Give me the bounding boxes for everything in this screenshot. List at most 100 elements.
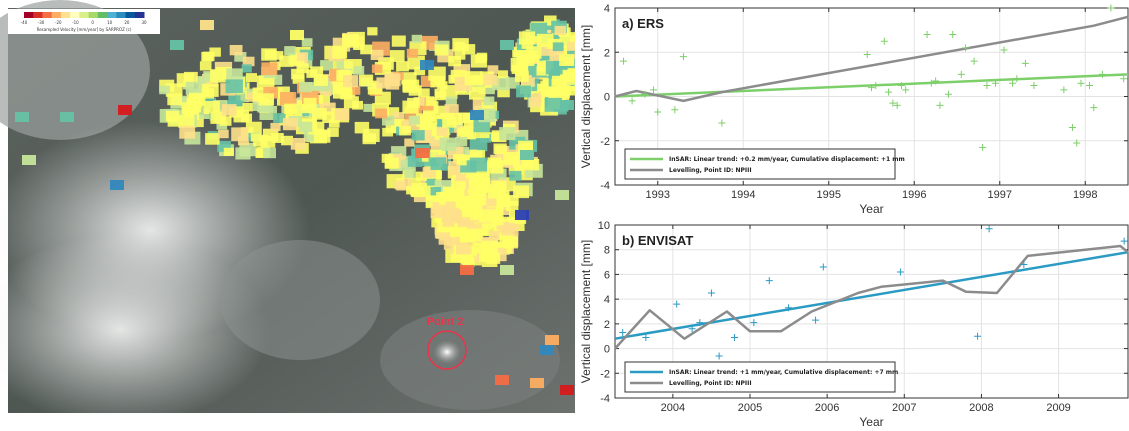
y-tick-label: -2: [600, 136, 610, 148]
insar-measurement-point: [620, 57, 628, 65]
insar-measurement-point: [979, 143, 987, 151]
colorbar-tick-label: 10: [107, 20, 113, 25]
insar-measurement-point: [868, 84, 875, 92]
legend-entry: InSAR: Linear trend: +0.2 mm/year, Cumul…: [669, 156, 905, 163]
y-tick-label: 4: [604, 3, 610, 15]
insar-measurement-point: [889, 99, 897, 107]
insar-measurement-point: [785, 304, 793, 312]
insar-measurement-point: [936, 101, 944, 109]
y-axis-label: Vertical displacement [mm]: [579, 240, 593, 383]
x-axis-label: Year: [859, 202, 883, 216]
insar-measurement-point: [1021, 59, 1029, 67]
colorbar: -40 -30 -20 -10 0 10 20 30 Resampled Velocity […: [8, 9, 160, 34]
insar-measurement-point: [1009, 79, 1017, 87]
insar-measurement-point: [1077, 79, 1085, 87]
insar-measurement-point: [974, 332, 982, 340]
point-2-label: Point 2: [427, 316, 464, 328]
insar-measurement-point: [1086, 81, 1094, 89]
insar-measurement-point: [619, 329, 627, 337]
insar-measurement-point: [715, 352, 723, 360]
insar-measurement-point: [1120, 237, 1128, 245]
insar-measurement-point: [1120, 75, 1128, 83]
insar-measurement-point: [1107, 4, 1115, 12]
insar-measurement-point: [696, 319, 704, 327]
insar-measurement-point: [970, 57, 978, 65]
colorbar-tick-label: -40: [21, 20, 28, 25]
insar-measurement-point: [812, 316, 820, 324]
colorbar-tick-label: -30: [38, 20, 45, 25]
colorbar-tick-label: 20: [124, 20, 130, 25]
x-tick-label: 1996: [902, 189, 926, 201]
x-tick-label: 1997: [988, 189, 1012, 201]
insar-measurement-point: [718, 119, 726, 127]
insar-measurement-point: [765, 277, 773, 285]
insar-measurement-point: [1060, 86, 1068, 94]
y-tick-label: -4: [600, 393, 610, 405]
panel-title: b) ENVISAT: [622, 233, 693, 248]
insar-measurement-point: [1000, 46, 1008, 54]
insar-measurement-point: [654, 108, 662, 116]
colorbar-tick-label: 0: [91, 20, 94, 25]
insar-measurement-point: [985, 225, 993, 233]
y-tick-label: 0: [604, 92, 610, 104]
legend: InSAR: Linear trend: +1 mm/year, Cumulat…: [624, 361, 898, 393]
insar-measurement-point: [872, 81, 880, 89]
insar-measurement-point: [957, 70, 965, 78]
x-tick-label: 2007: [892, 402, 916, 414]
y-tick-label: 10: [598, 220, 610, 232]
insar-measurement-point: [819, 263, 827, 271]
insar-measurement-point: [1030, 81, 1038, 89]
levelling-line: [614, 15, 1129, 103]
insar-measurement-point: [1068, 123, 1076, 131]
insar-measurement-point: [750, 319, 758, 327]
insar-measurement-point: [679, 53, 687, 61]
insar-measurement-point: [880, 37, 888, 45]
legend: InSAR: Linear trend: +0.2 mm/year, Cumul…: [624, 148, 905, 180]
y-tick-label: 6: [604, 269, 610, 281]
insar-measurement-point: [1020, 261, 1028, 269]
chart-panel-envisat: 2004 2005 2006 2007 2008 2009 -4 -2 0 2 4 6 8 10 Year V…: [579, 220, 1129, 429]
insar-measurement-point: [863, 50, 871, 58]
insar-measurement-point: [885, 88, 893, 96]
insar-measurement-point: [1098, 70, 1106, 78]
panel-title: a) ERS: [622, 16, 664, 31]
x-tick-label: 1994: [731, 189, 755, 201]
insar-measurement-point: [641, 90, 649, 98]
insar-measurement-point: [628, 97, 636, 105]
insar-measurement-point: [932, 77, 940, 85]
insar-measurement-point: [927, 79, 935, 87]
x-tick-label: 1993: [646, 189, 670, 201]
legend-entry: Levelling, Point ID: NPIII: [669, 380, 752, 387]
y-tick-label: 2: [604, 319, 610, 331]
x-tick-label: 1998: [1073, 189, 1097, 201]
insar-measurement-point: [649, 86, 657, 94]
colorbar-tick-label: -20: [55, 20, 62, 25]
insar-measurement-point: [896, 268, 904, 276]
insar-velocity-map: -40 -30 -20 -10 0 10 20 30 Resampled Velocity […: [0, 0, 575, 415]
y-tick-label: -4: [600, 180, 610, 192]
x-tick-label: 2005: [738, 402, 762, 414]
insar-measurement-point: [1013, 75, 1021, 83]
colorbar-caption: Resampled Velocity [mm/year] by SARPROZ …: [37, 27, 132, 32]
levelling-line: [614, 244, 1129, 350]
legend-entry: InSAR: Linear trend: +1 mm/year, Cumulat…: [669, 369, 898, 376]
x-tick-label: 2008: [969, 402, 993, 414]
insar-measurement-point: [688, 325, 696, 333]
insar-measurement-point: [902, 86, 910, 94]
plot-frame: [614, 224, 1129, 399]
y-tick-label: 2: [604, 47, 610, 59]
y-tick-label: 4: [604, 294, 610, 306]
y-tick-label: 8: [604, 245, 610, 257]
insar-measurement-point: [673, 300, 681, 308]
insar-measurement-point: [949, 31, 957, 39]
point-2-marker: [427, 330, 467, 370]
x-tick-label: 1995: [817, 189, 841, 201]
insar-measurement-point: [731, 333, 739, 341]
insar-measurement-point: [642, 333, 650, 341]
x-tick-label: 2004: [661, 402, 685, 414]
legend-entry: Levelling, Point ID: NPIII: [669, 167, 752, 174]
insar-measurement-point: [707, 289, 715, 297]
y-tick-label: 0: [604, 344, 610, 356]
insar-measurement-point: [897, 81, 905, 89]
